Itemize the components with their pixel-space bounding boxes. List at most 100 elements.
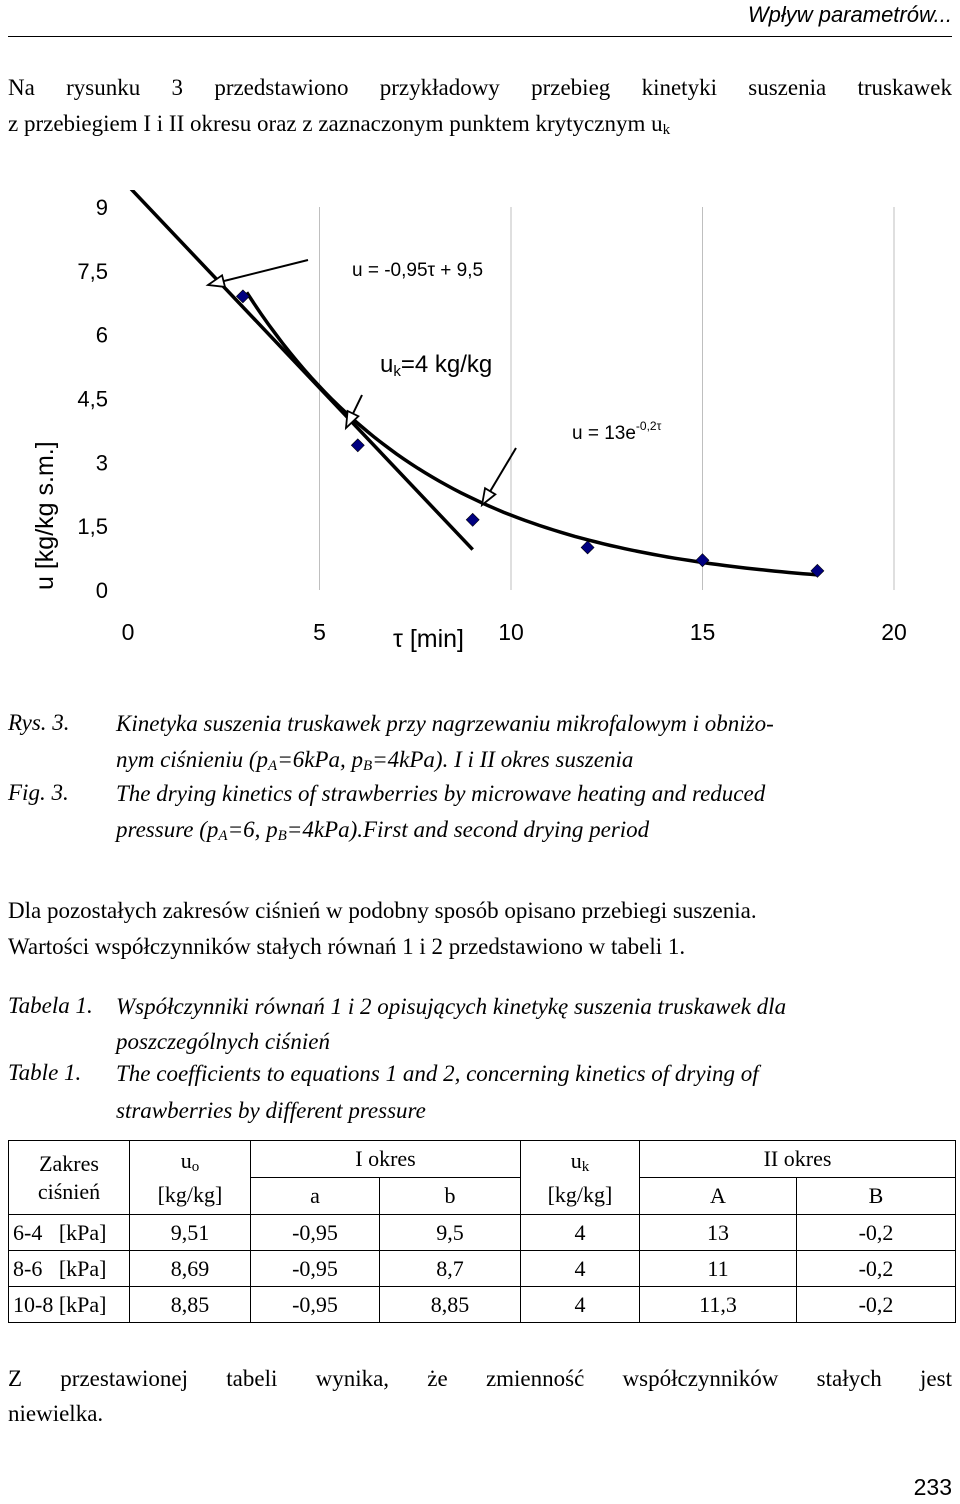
exp-eq-base: u = 13e [572,423,636,444]
header-zakres-1: Zakres [39,1150,99,1176]
header-okres-1: I okres [250,1140,521,1178]
data-point [810,563,825,578]
table-cell: 11 [639,1250,797,1287]
annotation-arrows [205,259,517,508]
exp-eq-exponent: -0,2τ [636,419,662,433]
header-b: b [379,1177,521,1215]
conclusion-line-1: Z przestawionej tabeli wynika, że zmienn… [8,1366,952,1391]
data-point [580,540,595,555]
y-tick-label: 3 [96,450,108,475]
y-tick-label: 6 [96,323,108,348]
data-point [695,553,710,568]
cap-pl-sub-a: A [268,758,278,774]
intro-line-2-text: z przebiegiem I i II okresu oraz z zazna… [8,111,663,136]
data-points [235,289,825,578]
y-tick-label: 4,5 [77,387,108,412]
table-cell: 8,7 [379,1250,521,1287]
table-cell: 8-6 [kPa] [8,1250,130,1287]
caption-en-line-1: The drying kinetics of strawberries by m… [116,781,766,806]
critical-point-u: u [380,351,393,378]
y-axis-label: u [kg/kg s.m.] [31,441,59,590]
cap-en-sub-a: A [218,828,228,844]
x-tick-label: 20 [881,619,907,645]
table-cell: 8,69 [129,1250,251,1287]
drying-kinetics-chart: u [kg/kg s.m.] 0 1,5 3 4,5 6 7,5 9 0 5 10 15 20 τ … [31,190,907,653]
y-tick-label: 1,5 [77,514,108,539]
exponential-equation-label: u = 13e-0,2τ [572,419,662,444]
table-row: 10-8 [kPa] 8,85 -0,95 8,85 4 11,3 -0,2 [8,1286,956,1323]
page-header: Wpływ parametrów... [8,0,952,37]
chart-curves [129,190,818,577]
table-cell: 9,5 [379,1214,521,1251]
header-uk-unit: [kg/kg] [547,1181,613,1207]
table-cell: -0,95 [250,1250,380,1287]
y-tick-labels: 0 1,5 3 4,5 6 7,5 9 [77,195,108,603]
intro-line-2: z przebiegiem I i II okresu oraz z zazna… [8,106,670,148]
table-cell: -0,95 [250,1214,380,1251]
table-cell: 11,3 [639,1286,797,1323]
table-cell: -0,95 [250,1286,380,1323]
cap-en-c: =4kPa).First and second drying period [286,817,650,842]
table-cell: -0,2 [796,1214,956,1251]
data-point [465,512,480,527]
x-tick-label: 0 [122,619,135,645]
table-cell: 4 [520,1286,640,1323]
table-caption-en-label: Table 1. [8,1060,82,1085]
header-uk-sub: k [581,1158,590,1175]
critical-point-sub: k [393,363,401,380]
table-cell: 8,85 [129,1286,251,1323]
caption-pl-label: Rys. 3. [8,710,70,735]
cap-pl-a: nym ciśnieniu (p [116,747,269,772]
table-header-row-2: a b A B [9,1177,956,1215]
table-cell: 4 [520,1250,640,1287]
x-axis-label: τ [min] [393,625,464,653]
header-okres-2: II okres [639,1140,956,1178]
table-caption-en-line-2: strawberries by different pressure [116,1098,426,1123]
critical-point-value: =4 kg/kg [401,351,492,378]
header-zakres-2: ciśnień [37,1178,101,1204]
intro-uk-subscript: k [662,122,671,138]
header-A: A [639,1177,797,1215]
cap-en-a: pressure (p [116,817,219,842]
data-point [235,289,250,304]
data-point [350,438,365,453]
exponential-fit-curve [245,291,818,577]
table-row: 6-4 [kPa] 9,51 -0,95 9,5 4 13 -0,2 [8,1214,956,1251]
header-B: B [796,1177,956,1215]
para2-line-2: Wartości współczynników stałych równań 1… [8,934,686,959]
table-cell: -0,2 [796,1286,956,1323]
x-tick-label: 15 [690,619,716,645]
page-number: 233 [913,1474,952,1500]
y-tick-label: 0 [96,578,108,603]
table-row: 8-6 [kPa] 8,69 -0,95 8,7 4 11 -0,2 [8,1250,956,1287]
table-cell: 10-8 [kPa] [8,1286,130,1323]
cap-pl-c: =4kPa). I i II okres suszenia [372,747,634,772]
caption-en-label: Fig. 3. [8,780,69,805]
cap-pl-b: =6kPa, p [277,747,363,772]
header-uk: uk [kg/kg] [520,1140,640,1215]
arrow-head [480,486,497,508]
y-tick-label: 9 [96,195,108,220]
header-uo-u: u [180,1147,192,1173]
table-caption-en-line-1: The coefficients to equations 1 and 2, c… [116,1061,759,1086]
header-a: a [250,1177,380,1215]
chart-grid [319,207,895,590]
table-cell: 4 [520,1214,640,1251]
header-zakres: Zakres ciśnień [8,1140,130,1215]
cap-en-sub-b: B [277,828,287,844]
table-cell: 13 [639,1214,797,1251]
header-uo-unit: [kg/kg] [157,1181,223,1207]
conclusion-line-2: niewielka. [8,1401,104,1426]
header-uo: uo [kg/kg] [129,1140,251,1215]
arrow-head [205,273,227,288]
table-caption-pl-line-2: poszczególnych ciśnień [116,1029,330,1054]
coefficients-table: Zakres ciśnień uo [kg/kg] I okres uk [kg/kg… [8,1140,956,1323]
header-uk-u: u [570,1147,582,1173]
cap-pl-sub-b: B [362,758,373,774]
y-tick-label: 7,5 [77,259,108,284]
table-cell: -0,2 [796,1250,956,1287]
caption-pl-line-1: Kinetyka suszenia truskawek przy nagrzew… [116,711,774,736]
table-header-row-1: Zakres ciśnień uo [kg/kg] I okres uk [kg/kg… [8,1140,956,1215]
table-caption-pl-line-1: Współczynniki równań 1 i 2 opisujących k… [116,994,787,1019]
table-cell: 9,51 [129,1214,251,1251]
